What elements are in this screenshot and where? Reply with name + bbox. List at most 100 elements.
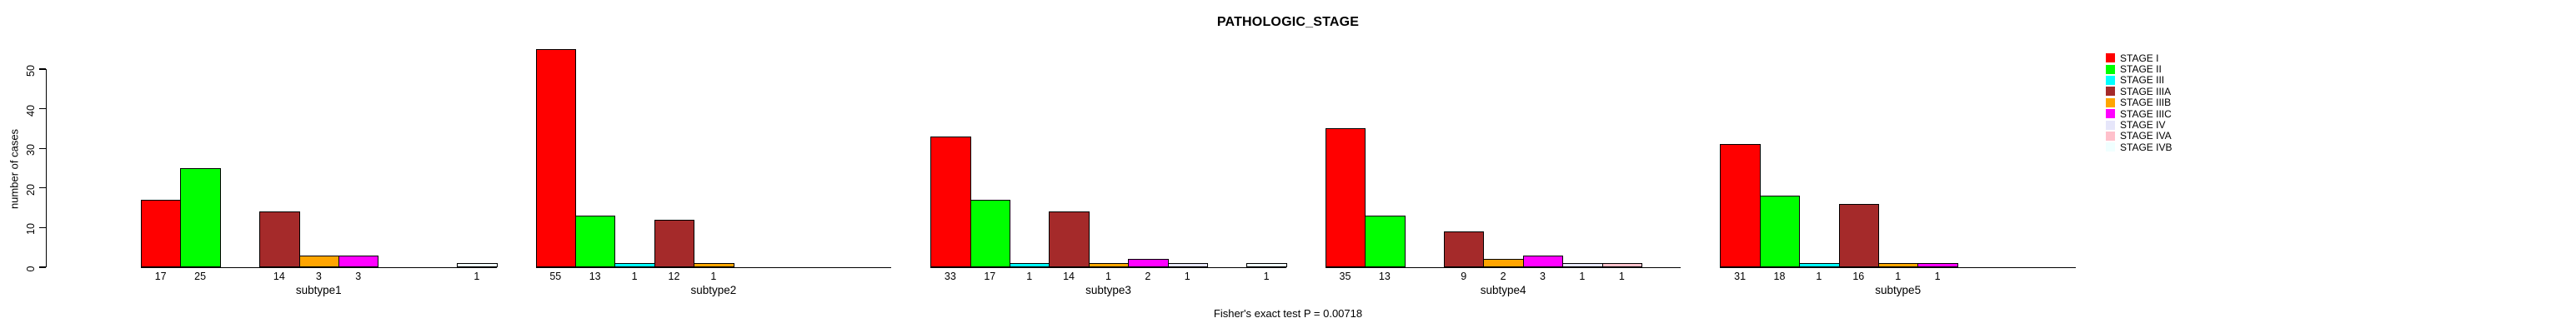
bar-subtype3-stage-iiib [1088,263,1130,267]
bar-value-label: 25 [194,271,207,282]
x-axis-baseline [930,266,1286,268]
bar-subtype4-stage-iiic [1522,256,1564,267]
bar-subtype5-stage-iii [1799,263,1840,267]
bar-subtype4-stage-iiib [1483,259,1524,267]
legend-label: STAGE IIIA [2120,85,2172,97]
bar-subtype3-stage-iii [1009,263,1050,267]
bar-group-subtype4: 35 13 9 2 3 1 1 subtype4 [1325,0,1681,333]
x-axis-baseline [1325,266,1681,268]
y-tick-mark [39,147,46,149]
bar-value-label: 3 [355,271,362,282]
bar-value-label: 16 [1852,271,1865,282]
legend-swatch [2106,120,2115,130]
bar-value-label: 13 [1378,271,1391,282]
legend-label: STAGE IIIB [2120,97,2172,109]
fisher-test-annotation: Fisher's exact test P = 0.00718 [1213,307,1363,320]
legend-entry-stage-iiia: STAGE IIIA [2106,86,2172,97]
legend-label: STAGE IVB [2120,141,2173,153]
bar-subtype5-stage-ii [1759,196,1801,267]
bar-value-label: 1 [1895,271,1902,282]
group-label-subtype1: subtype1 [295,284,342,296]
bar-subtype2-stage-iii [614,263,655,267]
bar-value-label: 3 [315,271,322,282]
legend-entry-stage-iv: STAGE IV [2106,119,2172,130]
bar-value-label: 1 [1618,271,1625,282]
bar-subtype3-stage-iiia [1049,211,1090,267]
bar-value-label: 1 [1934,271,1941,282]
x-axis-baseline [535,266,892,268]
bar-value-label: 3 [1540,271,1546,282]
bar-subtype1-stage-i [141,200,182,267]
legend-entry-stage-iva: STAGE IVA [2106,131,2172,142]
bar-value-label: 1 [1026,271,1033,282]
bar-subtype5-stage-iiic [1917,263,1958,267]
x-axis-baseline [1720,266,2076,268]
legend-entry-stage-iiic: STAGE IIIC [2106,108,2172,119]
bar-value-label: 1 [1816,271,1822,282]
bar-value-label: 13 [589,271,601,282]
legend-swatch [2106,97,2115,107]
bar-subtype1-stage-ii [180,168,221,267]
bar-subtype4-stage-i [1325,128,1366,267]
bar-subtype5-stage-iiia [1838,204,1879,267]
bar-value-label: 1 [1184,271,1190,282]
bar-value-label: 1 [631,271,638,282]
legend-swatch [2106,109,2115,119]
bar-value-label: 35 [1339,271,1351,282]
legend-label: STAGE II [2120,63,2162,76]
bar-subtype2-stage-iiia [654,220,695,267]
bar-subtype3-stage-iv [1167,263,1208,267]
legend-label: STAGE IV [2120,119,2166,132]
bar-group-subtype2: 55 13 1 12 1 subtype2 [535,0,892,333]
bar-subtype5-stage-iiib [1877,263,1919,267]
legend-entry-stage-iiib: STAGE IIIB [2106,97,2172,108]
bar-subtype1-stage-iiic [338,256,379,267]
bar-value-label: 55 [549,271,562,282]
bar-subtype4-stage-ii [1365,216,1406,267]
legend-label: STAGE IIIC [2120,107,2172,120]
bar-value-label: 1 [1579,271,1586,282]
bar-value-label: 18 [1773,271,1786,282]
legend-swatch [2106,64,2115,74]
bar-value-label: 33 [944,271,956,282]
bar-value-label: 12 [668,271,680,282]
chart-title: PATHOLOGIC_STAGE [1216,15,1360,29]
y-tick-mark [39,266,46,268]
bar-value-label: 31 [1734,271,1747,282]
bar-subtype2-stage-iiib [694,263,734,267]
legend: STAGE I STAGE II STAGE III STAGE IIIA STAGE … [2106,52,2172,153]
group-label-subtype2: subtype2 [690,284,737,296]
bar-value-label: 1 [1105,271,1111,282]
bar-subtype1-stage-iiia [259,211,300,267]
bar-subtype4-stage-iv [1562,263,1603,267]
bar-group-subtype3: 33 17 1 14 1 2 1 1 subtype3 [930,0,1287,333]
y-tick-mark [39,187,46,189]
bar-value-label: 1 [1263,271,1270,282]
legend-entry-stage-iii: STAGE III [2106,75,2172,86]
bar-subtype2-stage-i [535,49,576,267]
legend-label: STAGE I [2120,52,2159,64]
bar-value-label: 14 [273,271,285,282]
group-label-subtype3: subtype3 [1085,284,1131,296]
y-tick-mark [39,107,46,110]
legend-swatch [2106,142,2115,152]
legend-entry-stage-i: STAGE I [2106,52,2172,63]
bar-value-label: 1 [474,271,480,282]
bar-subtype2-stage-ii [574,216,616,267]
bar-value-label: 17 [984,271,996,282]
bar-subtype3-stage-ii [970,200,1010,267]
bar-subtype1-stage-ivb [457,263,498,267]
legend-entry-stage-ivb: STAGE IVB [2106,142,2172,152]
bar-subtype3-stage-iiic [1128,259,1169,267]
bar-subtype4-stage-iiia [1443,231,1485,267]
bar-group-subtype1: 17 25 14 3 3 1 subtype1 [141,0,498,333]
bar-subtype4-stage-iva [1601,263,1642,267]
bar-value-label: 14 [1063,271,1075,282]
bar-value-label: 1 [710,271,717,282]
legend-label: STAGE III [2120,74,2165,87]
bar-subtype1-stage-iiib [298,256,339,267]
x-axis-baseline [141,266,497,268]
bar-subtype3-stage-ivb [1246,263,1287,267]
group-label-subtype5: subtype5 [1875,284,1922,296]
